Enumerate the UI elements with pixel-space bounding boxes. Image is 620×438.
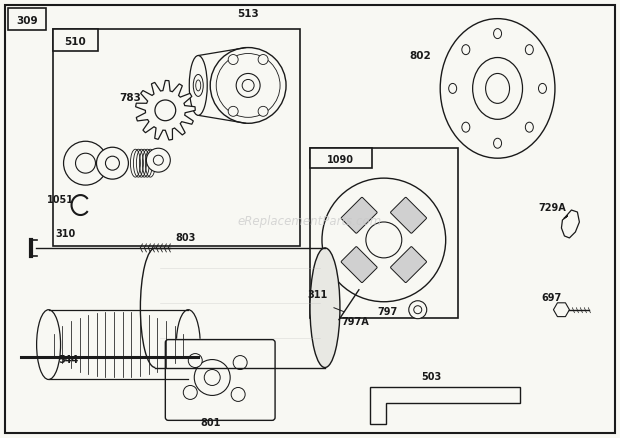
Circle shape [210,48,286,124]
Circle shape [146,148,170,172]
Circle shape [231,388,245,401]
Ellipse shape [196,80,201,91]
Text: 310: 310 [55,229,76,239]
Ellipse shape [193,74,203,96]
Circle shape [233,356,247,370]
Circle shape [76,153,95,173]
Circle shape [242,79,254,92]
Circle shape [188,353,202,367]
Circle shape [155,100,175,121]
Ellipse shape [525,122,533,132]
Circle shape [366,222,402,258]
FancyBboxPatch shape [391,197,427,233]
Circle shape [228,106,238,117]
Ellipse shape [485,74,510,103]
Circle shape [153,155,163,165]
Ellipse shape [449,83,457,93]
Text: 544: 544 [58,354,79,364]
Circle shape [97,147,128,179]
Text: 309: 309 [16,16,37,26]
Circle shape [204,370,220,385]
Circle shape [228,55,238,64]
Text: 311: 311 [308,290,328,300]
Bar [7,8,46,30]
Ellipse shape [539,83,546,93]
Circle shape [322,178,446,302]
Text: 729A: 729A [539,203,566,213]
Circle shape [409,301,427,319]
Text: 503: 503 [422,372,442,382]
Text: 802: 802 [409,50,431,60]
Ellipse shape [176,310,200,379]
Ellipse shape [525,45,533,55]
Text: 801: 801 [200,418,221,428]
Circle shape [105,156,120,170]
FancyBboxPatch shape [341,247,377,283]
Text: 803: 803 [175,233,195,243]
FancyBboxPatch shape [166,339,275,420]
Text: 1051: 1051 [47,195,74,205]
Bar [310,148,458,318]
Ellipse shape [462,122,470,132]
Ellipse shape [440,19,555,158]
FancyBboxPatch shape [341,197,377,233]
Circle shape [236,74,260,97]
Text: 697: 697 [541,293,562,303]
Text: eReplacementParts.com: eReplacementParts.com [238,215,382,229]
Circle shape [258,106,268,117]
Text: 513: 513 [237,9,259,19]
FancyBboxPatch shape [391,247,427,283]
Ellipse shape [494,138,502,148]
Circle shape [258,55,268,64]
Ellipse shape [494,28,502,39]
Circle shape [194,360,230,396]
Circle shape [414,306,422,314]
Polygon shape [370,388,520,424]
Circle shape [64,141,107,185]
Ellipse shape [472,57,523,119]
Text: 510: 510 [64,36,86,46]
Ellipse shape [37,310,61,379]
Bar [53,28,300,246]
Ellipse shape [462,45,470,55]
Text: 1090: 1090 [327,155,355,165]
Text: 783: 783 [120,93,141,103]
Text: 797A: 797A [341,317,369,327]
Ellipse shape [310,248,340,367]
Bar [310,148,372,168]
Bar [53,28,99,50]
Circle shape [184,385,197,399]
Polygon shape [136,81,195,140]
Circle shape [216,53,280,117]
Ellipse shape [189,56,207,115]
Polygon shape [554,303,569,317]
Text: 797: 797 [378,307,398,317]
